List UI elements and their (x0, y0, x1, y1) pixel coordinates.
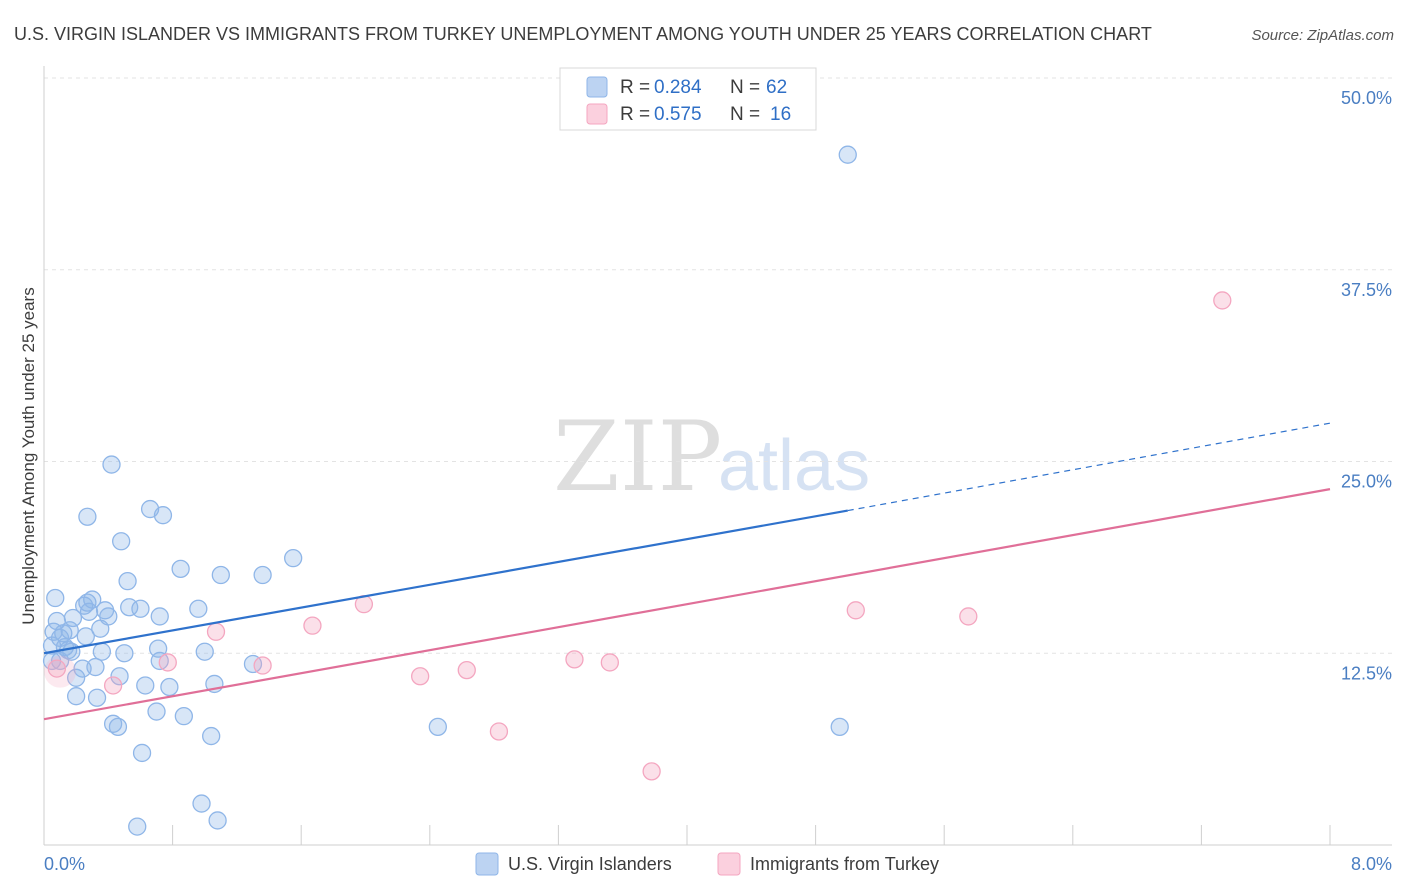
point-virgin-islanders-36 (128, 817, 147, 836)
point-virgin-islanders-50 (192, 794, 211, 813)
legend-top-r-value-1: 0.284 (654, 77, 702, 98)
legend-top-swatch-blue (586, 76, 608, 98)
trend-line-turkey (43, 488, 1331, 721)
point-turkey-1 (103, 676, 123, 695)
point-virgin-islanders-28 (102, 455, 121, 474)
point-virgin-islanders-30 (108, 717, 128, 737)
legend-top: R = 0.284 N = 62 R = 0.575 N = 16 (559, 67, 817, 131)
legend-bottom-label-blue: U.S. Virgin Islanders (508, 854, 672, 874)
point-virgin-islanders-19 (78, 507, 97, 526)
point-turkey-12 (642, 762, 661, 781)
y-tick-label-3: 50.0% (1341, 88, 1392, 108)
point-turkey-10 (565, 650, 584, 669)
legend-bottom-swatch-blue (475, 852, 499, 876)
y-axis-label: Unemployment Among Youth under 25 years (19, 287, 38, 624)
legend-top-swatch-pink (586, 103, 608, 125)
legend-top-r-value-2: 0.575 (654, 104, 702, 125)
point-turkey-15 (1213, 291, 1232, 310)
x-tick-label-min: 0.0% (44, 854, 85, 874)
grid (44, 77, 1392, 654)
point-virgin-islanders-61 (830, 717, 849, 737)
point-virgin-islanders-59 (428, 717, 447, 737)
point-turkey-cluster (44, 655, 77, 688)
point-virgin-islanders-33 (115, 644, 134, 663)
x-tick-labels: 0.0% 8.0% (44, 854, 1392, 874)
legend-top-r-label-1: R = (620, 77, 650, 98)
point-turkey-4 (253, 656, 272, 675)
point-virgin-islanders-55 (211, 565, 230, 585)
point-turkey-14 (959, 607, 978, 626)
point-virgin-islanders-41 (147, 702, 166, 721)
point-virgin-islanders-38 (132, 743, 152, 763)
point-turkey-7 (411, 667, 430, 686)
point-virgin-islanders-21 (83, 590, 102, 609)
point-virgin-islanders-14 (67, 687, 86, 706)
point-virgin-islanders-3 (46, 588, 65, 608)
legend-top-r-label-2: R = (620, 104, 650, 125)
point-virgin-islanders-22 (86, 657, 105, 677)
point-virgin-islanders-46 (160, 677, 179, 697)
point-virgin-islanders-27 (99, 607, 118, 626)
watermark-atlas: atlas (718, 426, 870, 506)
point-turkey-11 (600, 653, 619, 672)
y-tick-label-2: 37.5% (1341, 280, 1392, 300)
series-turkey-points (44, 291, 1232, 781)
point-turkey-8 (457, 660, 476, 680)
watermark-zip: ZIP (553, 401, 722, 513)
point-virgin-islanders-31 (110, 667, 129, 686)
y-tick-labels: 12.5% 25.0% 37.5% 50.0% (1341, 88, 1392, 683)
point-virgin-islanders-23 (87, 688, 107, 707)
point-virgin-islanders-45 (153, 506, 173, 525)
point-virgin-islanders-48 (174, 706, 194, 726)
legend-bottom-swatch-pink (717, 852, 741, 876)
y-tick-label-1: 25.0% (1341, 472, 1392, 492)
axes (43, 66, 1392, 846)
point-virgin-islanders-54 (208, 811, 227, 830)
y-tick-label-0: 12.5% (1341, 663, 1392, 683)
legend-top-n-label-2: N = (730, 104, 760, 125)
legend-top-n-label-1: N = (730, 77, 760, 98)
point-virgin-islanders-60 (838, 145, 857, 164)
point-virgin-islanders-37 (131, 599, 150, 618)
legend-top-n-value-1: 62 (766, 77, 787, 98)
point-virgin-islanders-52 (202, 726, 221, 746)
watermark: ZIP atlas (553, 401, 870, 513)
point-virgin-islanders-57 (253, 565, 272, 585)
point-virgin-islanders-32 (112, 532, 131, 551)
point-turkey-13 (846, 601, 865, 620)
point-turkey-2 (158, 653, 177, 672)
series-virgin-islanders-points (42, 145, 857, 836)
point-virgin-islanders-43 (150, 607, 169, 626)
point-turkey-0 (47, 659, 67, 678)
point-virgin-islanders-25 (92, 642, 112, 661)
point-virgin-islanders-51 (195, 642, 214, 661)
point-virgin-islanders-12 (63, 608, 83, 628)
chart-title: U.S. VIRGIN ISLANDER VS IMMIGRANTS FROM … (14, 24, 1152, 44)
point-virgin-islanders-49 (189, 599, 208, 618)
trend-line-virgin-islanders (43, 509, 848, 655)
trend-line-virgin-islanders-extension (847, 422, 1331, 512)
legend-bottom: U.S. Virgin Islanders Immigrants from Tu… (475, 852, 939, 876)
point-virgin-islanders-34 (118, 572, 137, 591)
point-virgin-islanders-13 (67, 668, 86, 687)
point-virgin-islanders-58 (284, 548, 303, 568)
point-turkey-3 (206, 622, 226, 641)
point-turkey-5 (303, 616, 322, 635)
point-virgin-islanders-47 (171, 559, 190, 579)
x-tick-label-max: 8.0% (1351, 854, 1392, 874)
trend-lines (43, 422, 1331, 721)
legend-bottom-label-pink: Immigrants from Turkey (750, 854, 939, 874)
legend-top-n-value-2: 16 (770, 104, 791, 125)
chart-source: Source: ZipAtlas.com (1251, 27, 1394, 44)
point-turkey-9 (489, 722, 509, 741)
point-virgin-islanders-39 (136, 676, 155, 695)
